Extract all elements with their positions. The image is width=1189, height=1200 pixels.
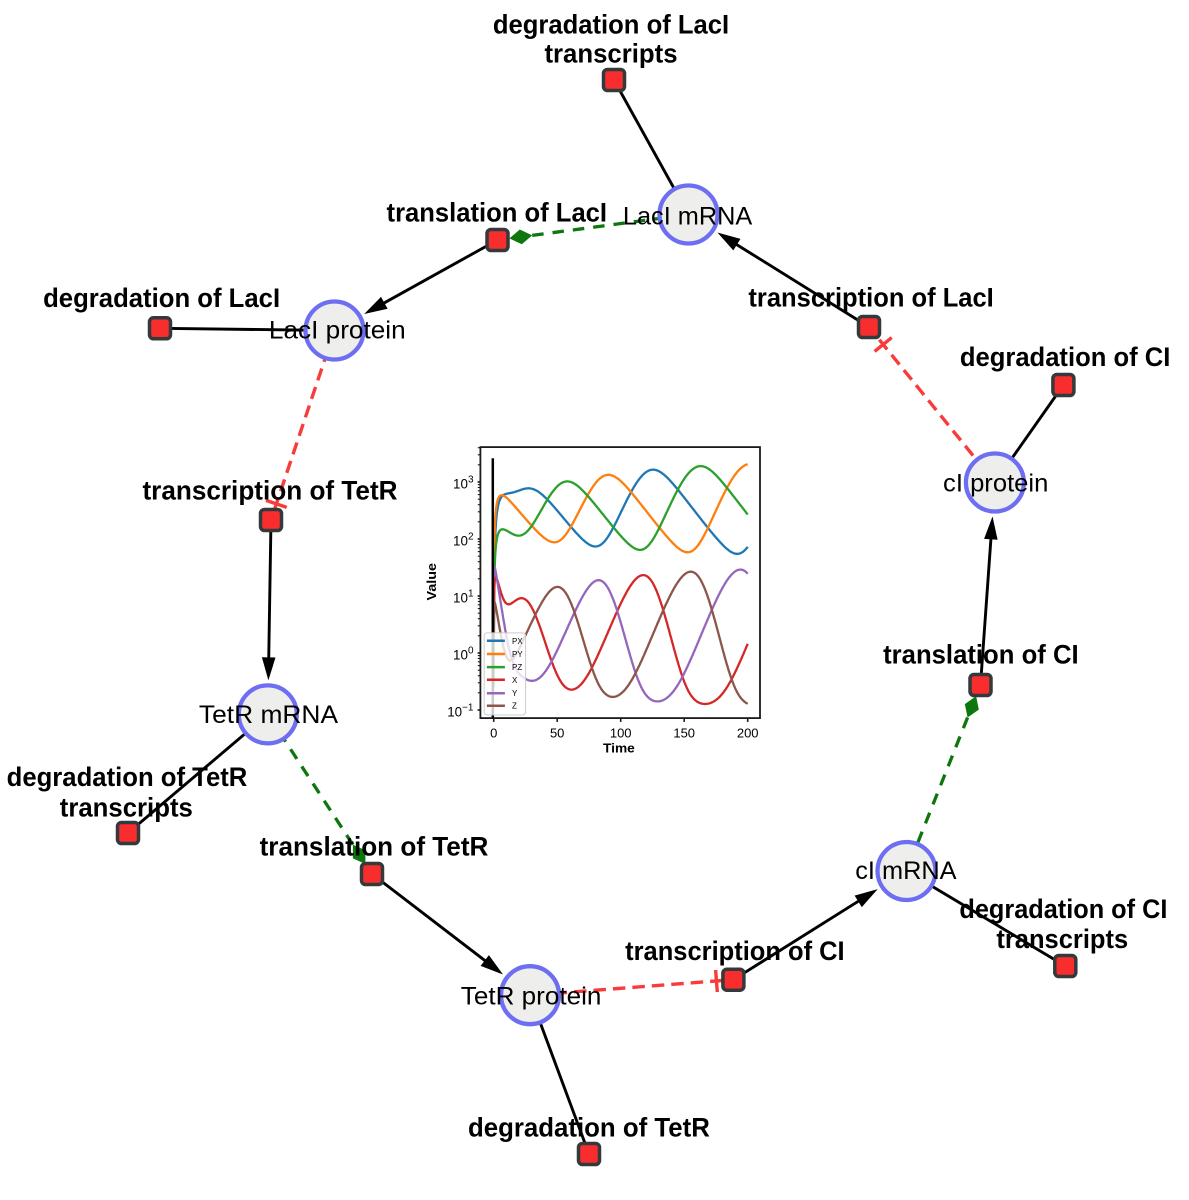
- svg-text:translation of LacI: translation of LacI: [387, 198, 608, 228]
- svg-text:cI protein: cI protein: [943, 470, 1048, 498]
- svg-text:Value: Value: [424, 563, 439, 601]
- svg-text:degradation of CI: degradation of CI: [959, 894, 1167, 924]
- svg-text:100: 100: [610, 725, 632, 740]
- svg-text:transcription of CI: transcription of CI: [625, 936, 845, 966]
- svg-text:PZ: PZ: [512, 663, 522, 672]
- svg-text:TetR mRNA: TetR mRNA: [199, 701, 338, 729]
- svg-text:degradation of TetR: degradation of TetR: [7, 762, 248, 792]
- svg-text:PX: PX: [512, 637, 523, 646]
- svg-text:degradation of LacI: degradation of LacI: [43, 283, 280, 313]
- svg-text:Y: Y: [512, 689, 518, 698]
- svg-text:Time: Time: [603, 740, 635, 755]
- svg-text:transcription of TetR: transcription of TetR: [142, 475, 397, 505]
- svg-text:transcripts: transcripts: [544, 39, 677, 69]
- svg-text:200: 200: [737, 725, 759, 740]
- svg-text:transcription of LacI: transcription of LacI: [748, 282, 993, 312]
- svg-text:150: 150: [673, 725, 695, 740]
- svg-text:50: 50: [550, 725, 564, 740]
- svg-text:transcripts: transcripts: [60, 792, 193, 822]
- svg-text:TetR protein: TetR protein: [461, 983, 602, 1011]
- svg-text:degradation of LacI: degradation of LacI: [493, 10, 729, 40]
- svg-text:PY: PY: [512, 650, 523, 659]
- svg-text:degradation of CI: degradation of CI: [960, 342, 1171, 372]
- svg-text:cI mRNA: cI mRNA: [855, 857, 957, 885]
- svg-text:transcripts: transcripts: [996, 924, 1128, 954]
- svg-text:translation of TetR: translation of TetR: [260, 832, 489, 862]
- svg-text:translation of CI: translation of CI: [883, 639, 1079, 669]
- svg-text:0: 0: [490, 725, 497, 740]
- svg-text:degradation of TetR: degradation of TetR: [468, 1112, 710, 1142]
- svg-text:LacI protein: LacI protein: [269, 317, 406, 345]
- svg-text:Z: Z: [512, 702, 517, 711]
- svg-text:LacI mRNA: LacI mRNA: [623, 202, 753, 230]
- svg-text:X: X: [512, 676, 518, 685]
